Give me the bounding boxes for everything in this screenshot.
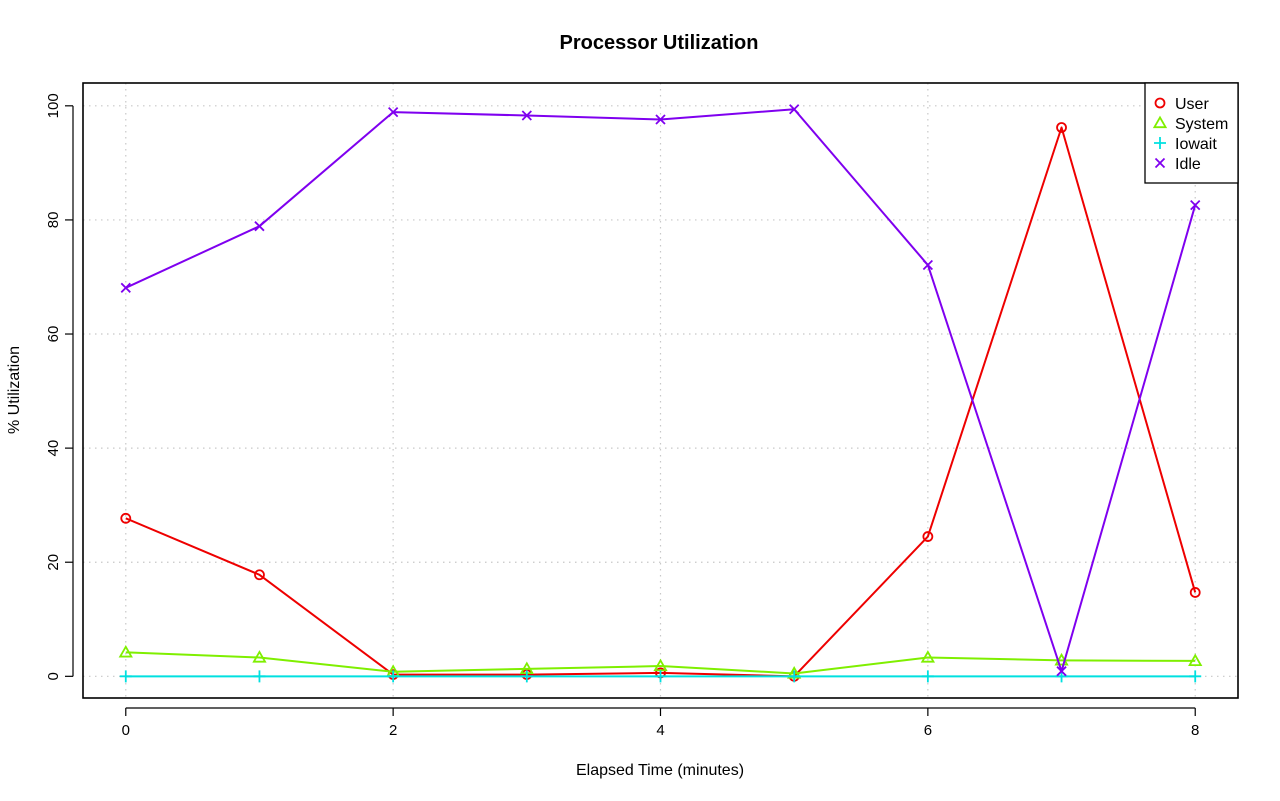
data-point-system-4 bbox=[653, 658, 668, 672]
data-point-idle-1 bbox=[254, 221, 265, 232]
gridlines bbox=[83, 83, 1238, 698]
legend-symbol-system bbox=[1152, 115, 1168, 129]
series-line-system bbox=[125, 651, 1196, 675]
x-tick-label-8: 8 bbox=[1191, 722, 1199, 739]
data-point-user-6 bbox=[922, 531, 934, 542]
data-point-idle-8 bbox=[1190, 199, 1201, 211]
y-tick-label-40: 40 bbox=[45, 440, 62, 457]
data-point-system-0 bbox=[118, 644, 133, 658]
x-tick-label-0: 0 bbox=[122, 722, 130, 739]
data-point-user-0 bbox=[120, 512, 132, 524]
legend-item-iowait: Iowait bbox=[1154, 136, 1217, 153]
legend-symbol-user bbox=[1154, 97, 1166, 109]
x-tick-label-2: 2 bbox=[389, 722, 397, 739]
x-tick-label-6: 6 bbox=[924, 722, 932, 739]
legend-label-user: User bbox=[1175, 96, 1209, 113]
data-point-idle-4 bbox=[655, 114, 666, 125]
legend-box bbox=[1144, 82, 1239, 184]
legend: User System Iowait Idle bbox=[1144, 82, 1239, 184]
legend-symbol-iowait bbox=[1154, 137, 1166, 149]
data-point-iowait-8 bbox=[1189, 670, 1202, 683]
x-axis-label: Elapsed Time (minutes) bbox=[576, 762, 744, 779]
data-point-idle-6 bbox=[922, 259, 933, 271]
y-tick-label-20: 20 bbox=[45, 554, 62, 571]
series-layer bbox=[118, 104, 1203, 683]
legend-item-idle: Idle bbox=[1154, 156, 1201, 173]
data-point-iowait-0 bbox=[119, 670, 132, 683]
data-point-iowait-4 bbox=[654, 670, 667, 683]
data-point-idle-0 bbox=[120, 282, 131, 293]
legend-item-user: User bbox=[1154, 96, 1209, 113]
y-tick-label-0: 0 bbox=[45, 672, 62, 680]
legend-label-system: System bbox=[1175, 116, 1228, 133]
data-point-system-8 bbox=[1188, 653, 1203, 667]
data-point-user-7 bbox=[1056, 122, 1067, 133]
legend-marker-system bbox=[1152, 115, 1168, 129]
y-tick-label-100: 100 bbox=[45, 93, 62, 118]
data-point-user-1 bbox=[254, 569, 265, 581]
legend-marker-iowait bbox=[1154, 137, 1166, 149]
legend-marker-idle bbox=[1154, 157, 1166, 169]
data-point-iowait-2 bbox=[387, 670, 400, 683]
x-tick-label-4: 4 bbox=[656, 722, 664, 739]
legend-item-system: System bbox=[1152, 115, 1228, 133]
data-point-idle-2 bbox=[388, 106, 399, 118]
data-point-system-6 bbox=[920, 650, 936, 663]
plot-area-border bbox=[82, 82, 1239, 699]
data-point-idle-5 bbox=[789, 104, 800, 115]
series-system bbox=[118, 644, 1203, 679]
data-point-idle-7 bbox=[1056, 666, 1067, 677]
data-point-idle-3 bbox=[521, 110, 532, 121]
data-point-iowait-3 bbox=[520, 670, 533, 683]
data-point-iowait-5 bbox=[788, 670, 801, 683]
series-iowait bbox=[119, 670, 1202, 683]
legend-marker-user bbox=[1154, 97, 1166, 109]
legend-label-iowait: Iowait bbox=[1175, 136, 1217, 153]
legend-symbol-idle bbox=[1154, 157, 1166, 169]
y-axis-label: % Utilization bbox=[6, 346, 23, 434]
data-point-iowait-1 bbox=[253, 670, 266, 683]
data-point-user-8 bbox=[1189, 587, 1201, 598]
series-idle bbox=[120, 104, 1201, 677]
chart-title: Processor Utilization bbox=[560, 32, 759, 54]
y-tick-label-60: 60 bbox=[45, 326, 62, 343]
y-tick-label-80: 80 bbox=[45, 212, 62, 229]
legend-label-idle: Idle bbox=[1175, 156, 1201, 173]
data-point-iowait-6 bbox=[921, 670, 934, 683]
data-point-system-1 bbox=[252, 650, 267, 663]
